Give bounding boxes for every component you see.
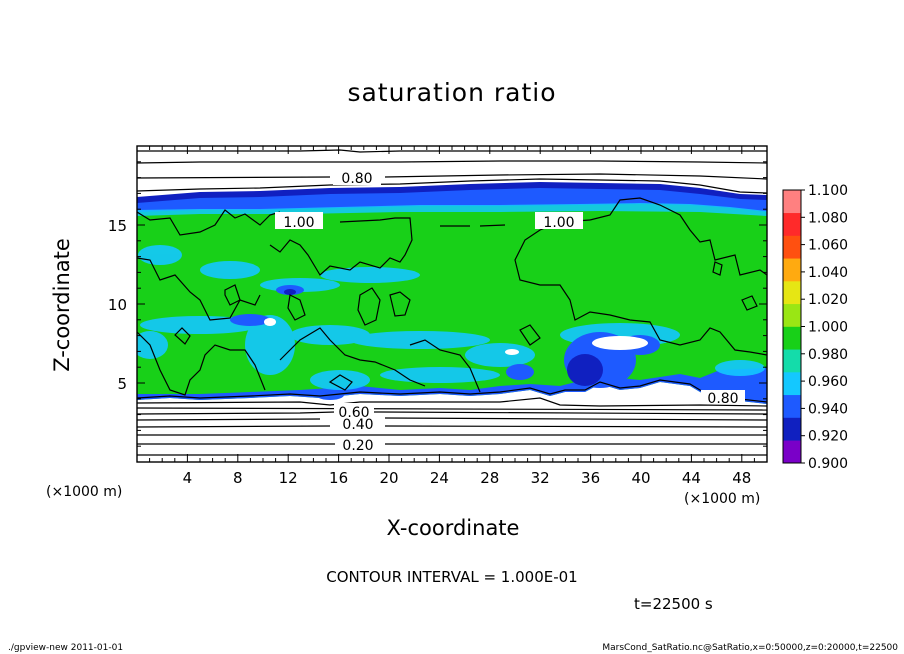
colorbar-label: 0.900 <box>808 456 848 472</box>
plot-area <box>137 146 767 462</box>
colorbar-label: 1.080 <box>808 210 848 226</box>
colorbar-label: 0.940 <box>808 401 848 417</box>
y-tick-label: 10 <box>108 296 127 314</box>
x-axis-label: X-coordinate <box>386 516 520 540</box>
x-unit-label-right: (×1000 m) <box>684 491 761 507</box>
x-tick-label: 28 <box>480 469 499 487</box>
x-tick-label: 32 <box>531 469 550 487</box>
colorbar-swatch <box>783 440 801 464</box>
top-darkblue-edge <box>137 182 767 203</box>
colorbar-swatch <box>783 235 801 259</box>
colorbar-label: 1.040 <box>808 265 848 281</box>
top-blue-band <box>137 184 767 212</box>
contour-interval-text: CONTOUR INTERVAL = 1.000E-01 <box>326 568 578 586</box>
y-tick-label: 5 <box>117 375 127 393</box>
contour-labels: 0.80 1.00 1.00 0.600.40 0.20 0.80 <box>283 171 738 454</box>
contour-label: 0.60 <box>338 405 369 421</box>
y-tick-label: 15 <box>108 217 127 235</box>
colorbar: 0.900 0.920 0.940 0.960 0.980 1.000 1.020 1.040… <box>782 183 848 472</box>
x-tick-label: 16 <box>329 469 348 487</box>
colorbar-swatch <box>783 417 801 441</box>
contour-label: 1.00 <box>283 215 314 231</box>
colorbar-swatch <box>783 372 801 396</box>
x-tick-label: 24 <box>430 469 449 487</box>
x-tick-label: 48 <box>732 469 751 487</box>
chart-title: saturation ratio <box>347 78 557 107</box>
contour-label: 0.80 <box>707 391 738 407</box>
contour-label-backings <box>275 168 745 452</box>
colorbar-swatch <box>783 303 801 327</box>
colorbar-label: 0.920 <box>808 429 848 445</box>
colorbar-label: 1.100 <box>808 183 848 199</box>
x-tick-label: 12 <box>279 469 298 487</box>
contour-lines <box>137 149 767 456</box>
colorbar-swatch <box>783 281 801 305</box>
colorbar-label: 0.960 <box>808 374 848 390</box>
x-tick-label: 4 <box>183 469 193 487</box>
contour-label: 0.80 <box>341 171 372 187</box>
contour-label: 0.40 <box>342 417 373 433</box>
white-voids <box>264 318 648 355</box>
colorbar-swatch <box>783 190 801 214</box>
colorbar-swatch <box>783 212 801 236</box>
x-tick-label: 40 <box>631 469 650 487</box>
x-tick-label: 8 <box>233 469 243 487</box>
colorbar-label: 1.020 <box>808 292 848 308</box>
colorbar-label: 1.000 <box>808 320 848 336</box>
x-tick-label: 20 <box>379 469 398 487</box>
darkblue-patches <box>284 289 603 386</box>
x-unit-label-left: (×1000 m) <box>46 484 123 500</box>
footer-program: ./gpview-new 2011-01-01 <box>8 643 124 653</box>
footer-source: MarsCond_SatRatio.nc@SatRatio,x=0:50000,… <box>602 643 898 653</box>
x-tick-label: 36 <box>581 469 600 487</box>
colorbar-label: 1.060 <box>808 238 848 254</box>
colorbar-swatch <box>783 394 801 418</box>
colorbar-label: 0.980 <box>808 347 848 363</box>
colorbar-swatch <box>783 258 801 282</box>
time-label: t=22500 s <box>634 595 713 613</box>
x-tick-label: 44 <box>682 469 701 487</box>
colorbar-swatch <box>783 326 801 350</box>
colorbar-swatch <box>783 349 801 373</box>
contour-label: 1.00 <box>543 215 574 231</box>
contour-label: 0.20 <box>342 438 373 454</box>
